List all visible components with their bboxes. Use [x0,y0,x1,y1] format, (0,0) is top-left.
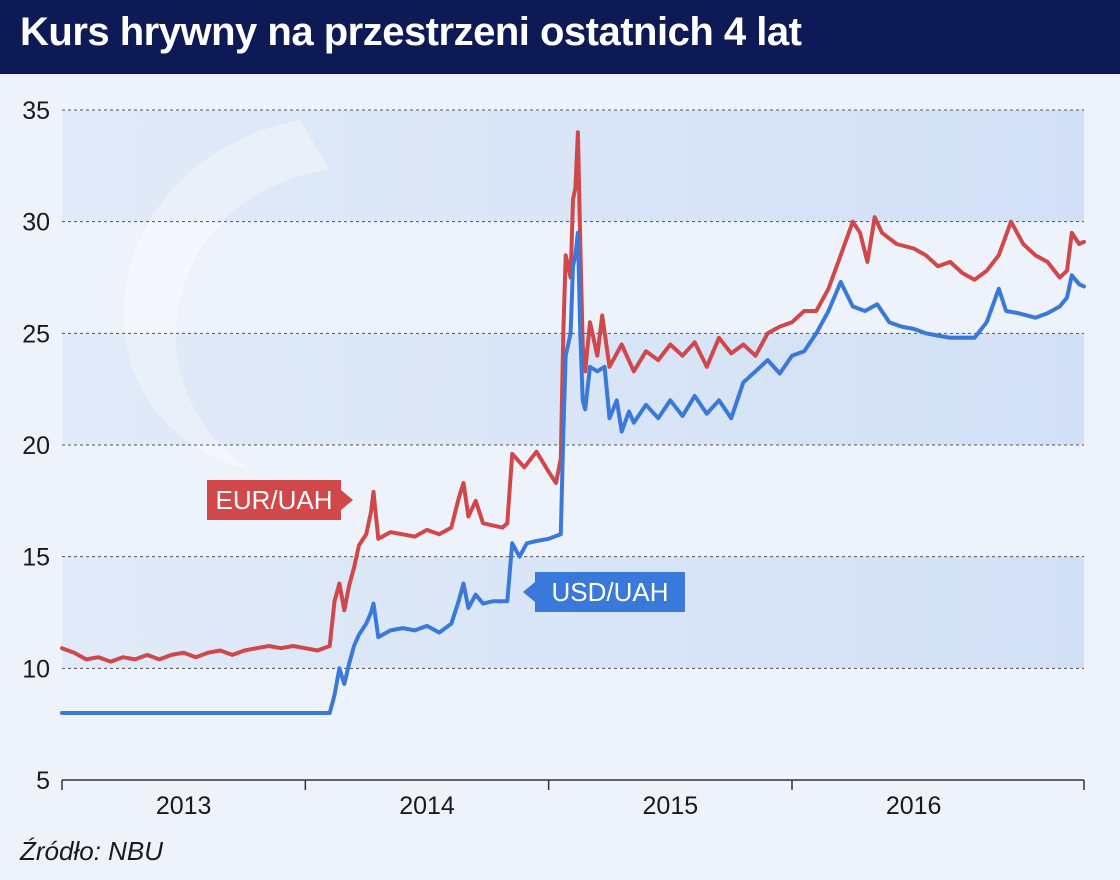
y-tick-label: 10 [22,655,50,683]
x-tick-label: 2014 [399,792,455,820]
y-tick-label: 20 [22,432,50,460]
series-label-callout: EUR/UAH [207,480,353,520]
y-tick-label: 35 [22,97,50,125]
y-tick-label: 25 [22,320,50,348]
x-tick-label: 2013 [156,792,212,820]
source-note: Źródło: NBU [20,836,164,866]
watermark-shape [123,120,330,470]
series-label-box [523,572,685,612]
series-label-callout: USD/UAH [523,572,685,612]
title-bar: Kurs hrywny na przestrzeni ostatnich 4 l… [0,0,1120,74]
y-tick-label: 5 [36,767,50,795]
x-tick-label: 2015 [643,792,699,820]
x-tick-label: 2016 [886,792,942,820]
series-line [60,230,1086,715]
series-label-text: EUR/UAH [215,485,332,515]
background-band [62,333,1084,445]
chart-title: Kurs hrywny na przestrzeni ostatnich 4 l… [20,10,802,54]
y-tick-label: 15 [22,544,50,572]
series-label-box [207,480,353,520]
series-line [60,130,1086,664]
series-label-text: USD/UAH [551,577,668,607]
y-tick-label: 30 [22,209,50,237]
